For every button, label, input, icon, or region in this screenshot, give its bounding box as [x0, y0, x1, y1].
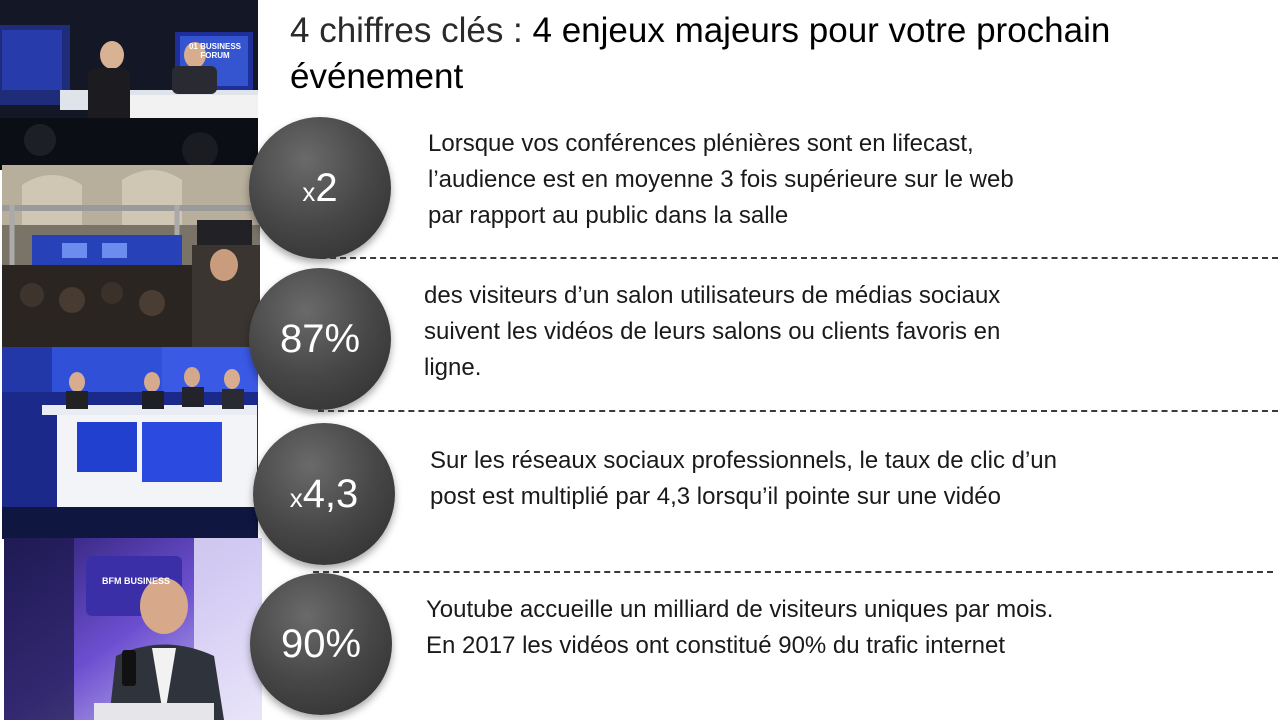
stat-line: Youtube accueille un milliard de visiteu… [426, 596, 1054, 623]
stat-line: l’audience est en moyenne 3 fois supérie… [428, 166, 1014, 193]
photo-strip: 01 BUSINESS FORUM [0, 0, 262, 720]
stat-line: Sur les réseaux sociaux professionnels, … [430, 447, 1057, 474]
stat-prefix: x [302, 177, 316, 207]
page-title: 4 chiffres clés : 4 enjeux majeurs pour … [290, 8, 1250, 100]
stat-circle-2: 87% [249, 268, 391, 410]
channel-logo-text: BFM BUSINESS [101, 576, 170, 586]
studio-photo-wide [2, 165, 260, 350]
stat-line: par rapport au public dans la salle [428, 202, 789, 229]
stat-line: Lorsque vos conférences plénières sont e… [428, 130, 974, 157]
stat-prefix: x [289, 483, 303, 513]
stat-value: 2 [315, 166, 338, 210]
dashed-divider [320, 257, 1278, 259]
stat-circle-3: x4,3 [253, 423, 395, 565]
stat-figure-1: x2 [302, 168, 337, 208]
stat-line: ligne. [424, 354, 482, 381]
studio-photo-speaker: BFM BUSINESS [4, 538, 262, 720]
studio-photo-interview: 01 BUSINESS FORUM [0, 0, 258, 170]
stat-circle-4: 90% [250, 573, 392, 715]
stat-value: 87% [279, 317, 361, 361]
stat-description-3: Sur les réseaux sociaux professionnels, … [430, 443, 1220, 515]
stat-circle-1: x2 [249, 117, 391, 259]
stat-description-4: Youtube accueille un milliard de visiteu… [426, 592, 1226, 664]
stat-line: suivent les vidéos de leurs salons ou cl… [424, 318, 1001, 345]
stat-figure-4: 90% [281, 624, 361, 664]
stat-description-2: des visiteurs d’un salon utilisateurs de… [424, 278, 1214, 386]
stat-line: des visiteurs d’un salon utilisateurs de… [424, 282, 1001, 309]
title-main: 4 enjeux majeurs pour votre prochain évé… [290, 11, 1111, 96]
dashed-divider [313, 571, 1273, 573]
stat-figure-3: x4,3 [290, 474, 359, 514]
stat-figure-2: 87% [280, 319, 360, 359]
dashed-divider [318, 410, 1278, 412]
stat-line: post est multiplié par 4,3 lorsqu’il poi… [430, 483, 1001, 510]
stat-value: 4,3 [302, 472, 359, 516]
studio-photo-panel [2, 347, 258, 539]
screen-logo-text: 01 BUSINESS FORUM [188, 42, 242, 60]
stat-line: En 2017 les vidéos ont constitué 90% du … [426, 632, 1006, 659]
stat-description-1: Lorsque vos conférences plénières sont e… [428, 126, 1208, 234]
stat-value: 90% [280, 622, 362, 666]
title-lead: 4 chiffres clés : [290, 11, 533, 50]
